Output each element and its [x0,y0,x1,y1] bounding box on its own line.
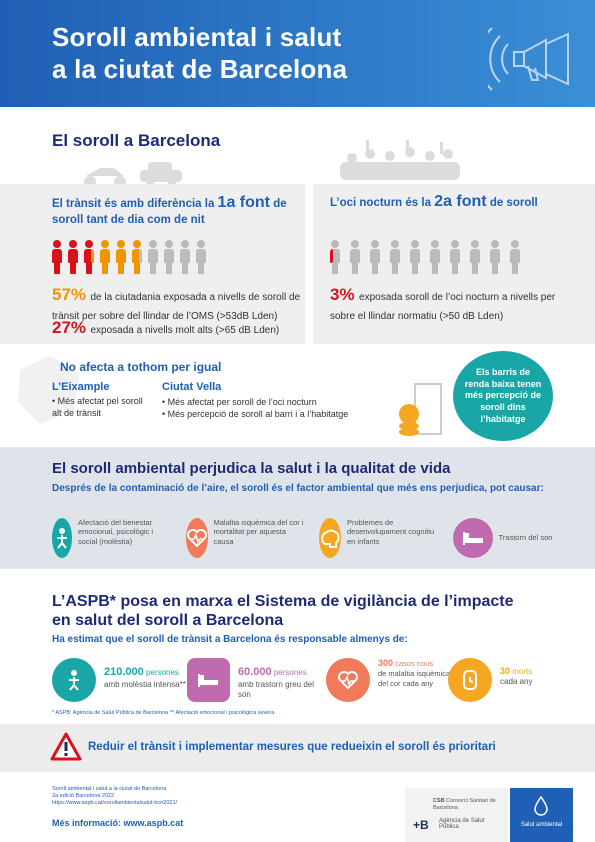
brain-icon [319,518,341,558]
more-info-link[interactable]: Més informació: www.aspb.cat [52,818,184,828]
effects-row: Afectació del benestar emocional, psicol… [52,518,572,558]
person-icon [370,240,380,274]
person-icon [100,240,110,274]
heart-pulse-icon [326,658,370,702]
aspb-intro: Ha estimat que el soroll de trànsit a Ba… [52,634,408,645]
effect-item: Trastorn del son [452,518,573,558]
ciutat-vella-title: Ciutat Vella [162,381,222,393]
stat-3: 3% exposada soroll de l’oci nocturn a ni… [330,285,556,323]
person-icon [490,240,500,274]
person-icon [470,240,480,274]
effect-item: Malaltia isquèmica del cor i mortalitat … [185,518,306,558]
person-icon [68,240,78,274]
eixample-title: L’Eixample [52,381,110,393]
person-icon [450,240,460,274]
person-icon [390,240,400,274]
person-stress-icon [52,658,96,702]
traffic-heading: El trànsit és amb diferència la 1a font … [52,194,287,226]
footnote-aspb: * ASPB: Agència de Salut Pública de Barc… [52,710,168,716]
megaphone-icon [488,27,569,91]
low-income-bubble: Els barris de renda baixa tenen més perc… [453,351,553,441]
header-banner: Soroll ambiental i salut a la ciutat de … [0,0,595,107]
aspb-logo-icon: +B [413,818,429,832]
map-icon [18,356,80,424]
ciutat-vella-bullets: • Més afectat per soroll de l’oci noctur… [162,397,349,420]
impact-item: 300 casos nous de malaltia isquèmica del … [326,658,451,702]
section-title-noise-bcn: El soroll a Barcelona [52,131,221,150]
section2-title: No afecta a tothom per igual [60,360,222,374]
person-icon [510,240,520,274]
salut-ambiental-logo: Salut ambiental [510,788,573,842]
warning-bar [0,724,595,772]
nightlife-people-row [330,240,520,274]
traffic-people-row [52,240,206,274]
person-stress-icon [52,518,72,558]
impact-item: 210.000 persones amb molèstia intensa** [52,658,192,702]
nightlife-heading: L’oci nocturn és la 2a font de soroll [330,193,538,210]
bed-icon [187,658,230,702]
stat-27: 27% exposada a nivells molt alts (>65 dB… [52,318,280,337]
logos-panel: CSB Consorci Sanitari de Barcelona +B Ag… [405,788,508,842]
footer-credits: Soroll ambiental i salut a la ciutat de … [52,786,178,807]
person-icon [132,240,142,274]
person-icon [330,240,340,274]
person-icon [148,240,158,274]
eixample-bullet: • Més afectat pel soroll alt de trànsit [52,396,143,418]
crowd-icon [340,140,460,180]
stat-57: 57% de la ciutadania exposada a nivells … [52,285,301,323]
clock-icon [448,658,492,702]
person-icon [196,240,206,274]
effect-item: Afectació del benestar emocional, psicol… [52,518,172,558]
impact-item: 60.000 persones amb trastorn greu del son [187,658,327,702]
effect-item: Problemes de desenvolupament cognitiu en… [319,518,439,558]
health-title: El soroll ambiental perjudica la salut i… [52,460,451,477]
person-icon [410,240,420,274]
title-line2: a la ciutat de Barcelona [52,54,348,84]
health-intro: Després de la contaminació de l’aire, el… [52,483,544,494]
bed-icon [452,518,493,558]
heart-pulse-icon [185,518,208,558]
person-icon [84,240,94,274]
warning-icon [50,732,82,761]
person-icon [430,240,440,274]
warning-text: Reduir el trànsit i implementar mesures … [88,741,496,753]
person-icon [180,240,190,274]
aspb-title: L’ASPB* posa en marxa el Sistema de vigi… [52,593,514,630]
coins-building-icon [399,383,442,436]
health-panel [0,447,595,569]
person-icon [350,240,360,274]
csb-logo: CSB [433,798,445,804]
person-icon [116,240,126,274]
title-line1: Soroll ambiental i salut [52,22,342,52]
person-icon [52,240,62,274]
footnote-affect: ** Afectació emocional i psicològica sev… [170,710,275,716]
impact-item: 30 morts cada any [448,658,568,702]
drop-icon [534,796,548,816]
person-icon [164,240,174,274]
